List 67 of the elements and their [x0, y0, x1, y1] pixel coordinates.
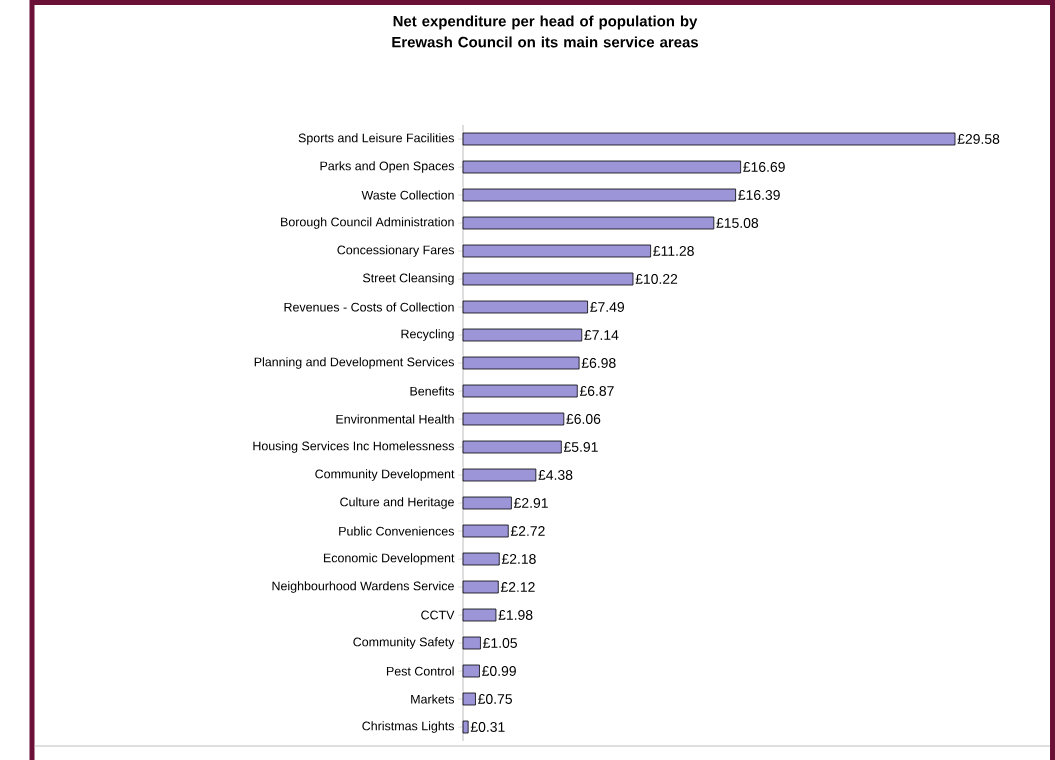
data-label: £7.14: [584, 330, 619, 340]
y-tick-label: CCTV: [421, 610, 455, 620]
y-tick-label: Economic Development: [323, 553, 455, 565]
data-label: £10.22: [635, 274, 678, 284]
data-label: £2.12: [500, 582, 535, 592]
y-tick-label: Sports and Leisure Facilities: [298, 133, 454, 145]
bar: [462, 300, 588, 314]
chart-title: Net expenditure per head of population by Erewash Council on its main service areas: [392, 15, 699, 48]
data-label: £0.31: [470, 722, 505, 732]
data-label: £11.28: [653, 246, 694, 256]
y-tick-label: Community Development: [315, 469, 455, 481]
bar: [462, 524, 509, 538]
bar: [462, 580, 499, 594]
data-label: £5.91: [563, 442, 598, 452]
y-tick-label: Culture and Heritage: [340, 497, 454, 509]
data-label: £4.38: [538, 470, 573, 480]
bar: [462, 384, 578, 398]
y-tick-label: Benefits: [410, 386, 455, 396]
y-tick-label: Community Safety: [353, 637, 455, 649]
y-tick-label: Markets: [411, 694, 455, 704]
y-tick-label: Housing Services Inc Homelessness: [253, 441, 454, 453]
y-tick-label: Neighbourhood Wardens Service: [272, 581, 454, 593]
data-label: £2.18: [501, 554, 536, 564]
bar: [462, 552, 500, 566]
y-tick-label: Public Conveniences: [339, 526, 454, 536]
bar: [462, 328, 583, 342]
bar: [462, 608, 497, 622]
data-label: £0.75: [478, 694, 512, 704]
data-label: £2.91: [514, 498, 548, 508]
bar: [462, 468, 537, 482]
y-tick-label: Waste Collection: [361, 190, 454, 200]
y-tick-label: Recycling: [401, 329, 454, 341]
data-label: £2.72: [510, 526, 545, 536]
bar: [462, 720, 469, 734]
y-tick-label: Environmental Health: [336, 414, 454, 424]
data-label: £6.87: [579, 386, 614, 396]
y-tick-label: Pest Control: [386, 666, 454, 676]
data-label: £6.06: [566, 414, 601, 424]
data-label: £1.98: [498, 610, 533, 620]
y-tick-label: Street Cleansing: [362, 273, 454, 285]
y-tick-label: Planning and Development Services: [254, 357, 454, 369]
data-label: £1.05: [483, 638, 517, 648]
bar: [462, 356, 580, 370]
y-tick-label: Borough Council Administration: [281, 217, 454, 229]
data-label: £15.08: [716, 218, 759, 228]
bar: [462, 188, 737, 202]
bar: [462, 636, 481, 650]
data-label: £16.69: [743, 162, 785, 172]
data-label: £7.49: [590, 302, 625, 312]
y-tick-label: Parks and Open Spaces: [320, 161, 455, 173]
bar: [462, 664, 480, 678]
y-tick-label: Christmas Lights: [362, 721, 455, 733]
bar: [462, 496, 512, 510]
data-label: £29.58: [957, 134, 1000, 144]
bar: [462, 272, 634, 286]
y-tick-label: Revenues - Costs of Collection: [284, 302, 454, 312]
data-label: £6.98: [581, 358, 616, 368]
bar: [462, 132, 956, 146]
bar: [462, 440, 562, 454]
bar: [462, 692, 476, 706]
data-label: £0.99: [482, 666, 516, 676]
y-tick-label: Concessionary Fares: [337, 245, 455, 257]
data-label: £16.39: [738, 190, 780, 200]
bar: [462, 412, 565, 426]
bar: [462, 216, 715, 230]
bar: [462, 160, 742, 174]
bar: [462, 244, 652, 258]
